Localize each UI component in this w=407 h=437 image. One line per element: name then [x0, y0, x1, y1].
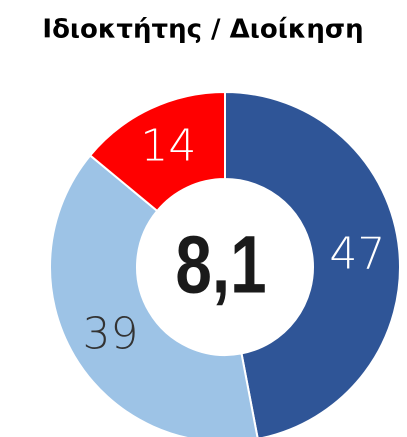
slice-label: 39: [83, 309, 139, 360]
slice-label: 47: [329, 228, 385, 279]
chart-title: Ιδιοκτήτης / Διοίκηση: [42, 15, 363, 45]
donut-hole: [138, 180, 312, 354]
center-label: 8,1: [175, 219, 266, 311]
donut-slice: [88, 90, 226, 213]
slice-label: 14: [140, 121, 196, 172]
donut-slice: [224, 90, 401, 437]
donut-slice: [49, 154, 259, 437]
